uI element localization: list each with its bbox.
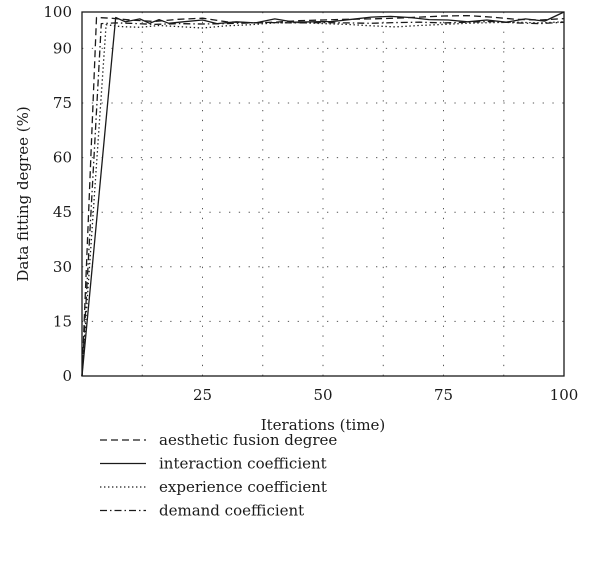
tick-labels: 25 50 75 100 0 15 30 45 60 75 90 100 (43, 3, 578, 404)
y-tick-label: 30 (53, 258, 72, 276)
y-axis-label: Data fitting degree (%) (14, 106, 32, 281)
y-tick-label: 0 (62, 367, 72, 385)
legend-label: experience coefficient (159, 478, 327, 496)
legend-label: demand coefficient (159, 502, 304, 520)
y-tick-label: 100 (43, 3, 72, 21)
x-tick-label: 100 (550, 386, 579, 404)
y-tick-label: 90 (53, 39, 72, 57)
legend-label: interaction coefficient (159, 455, 327, 473)
y-tick-label: 15 (53, 312, 72, 330)
x-tick-label: 50 (313, 386, 332, 404)
y-tick-label: 75 (53, 94, 72, 112)
grid-lines (82, 12, 564, 376)
x-axis-label: Iterations (time) (261, 416, 386, 434)
y-tick-label: 60 (53, 149, 72, 167)
legend: aesthetic fusion degree interaction coeff… (100, 431, 337, 520)
series-line-demand-coefficient (81, 20, 565, 377)
series-lines (81, 11, 565, 377)
y-tick-label: 45 (53, 203, 72, 221)
series-line-aesthetic-fusion-degree (81, 14, 565, 377)
series-line-interaction-coefficient (81, 11, 565, 377)
plot-frame (81, 11, 565, 377)
x-tick-label: 25 (193, 386, 212, 404)
x-tick-label: 75 (434, 386, 453, 404)
legend-label: aesthetic fusion degree (159, 431, 337, 449)
